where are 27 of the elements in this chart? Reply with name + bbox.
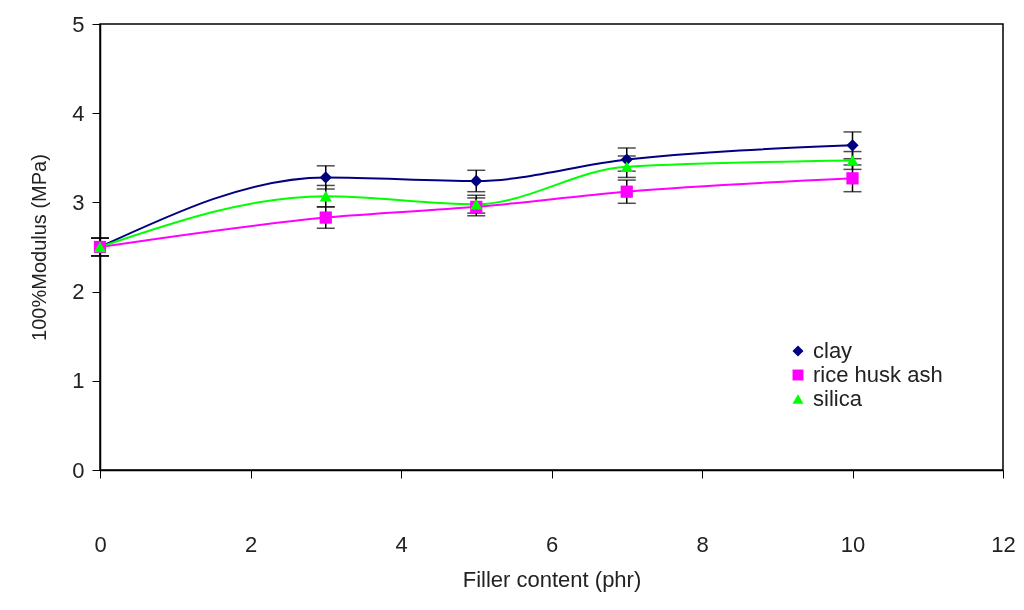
- x-tick-label: 8: [696, 531, 709, 557]
- y-tick-label: 4: [72, 100, 85, 126]
- legend-label: clay: [813, 338, 853, 363]
- point: [620, 161, 633, 173]
- legend-label: silica: [813, 386, 863, 411]
- point: [620, 185, 633, 198]
- y-tick-label: 5: [72, 11, 85, 37]
- point: [846, 172, 859, 185]
- point: [470, 174, 483, 188]
- y-tick-label: 0: [72, 457, 85, 483]
- x-tick-label: 4: [395, 531, 408, 557]
- point: [319, 190, 332, 202]
- y-axis-title: 100%Modulus (MPa): [28, 154, 51, 341]
- y-tick-label: 3: [72, 189, 85, 215]
- y-tick-label: 1: [72, 368, 85, 394]
- point: [846, 139, 859, 152]
- x-tick-label: 2: [244, 531, 258, 557]
- x-tick-label: 0: [94, 531, 107, 557]
- x-axis-title: Filler content (phr): [462, 566, 642, 592]
- point: [319, 211, 332, 224]
- x-tick-label: 12: [991, 531, 1016, 557]
- point: [846, 155, 859, 166]
- point: [319, 171, 332, 184]
- y-tick-label: 2: [72, 279, 85, 305]
- x-tick-label: 6: [545, 531, 559, 557]
- legend-label: rice husk ash: [813, 362, 943, 387]
- x-tick-label: 10: [840, 531, 866, 557]
